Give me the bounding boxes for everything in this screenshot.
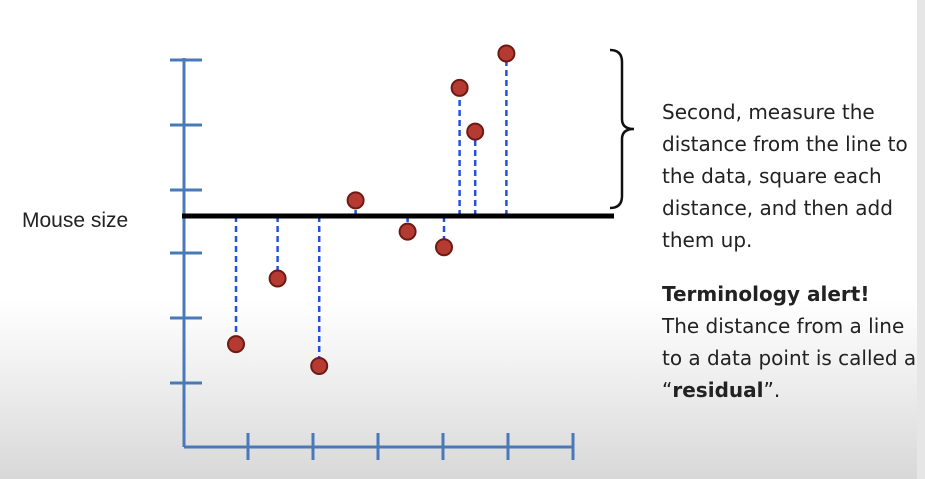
- residual-term: residual: [672, 378, 764, 402]
- data-points: [227, 44, 516, 375]
- residual-definition-end: ”.: [763, 378, 781, 402]
- data-point: [346, 191, 365, 210]
- y-axis-label: Mouse size: [22, 209, 129, 232]
- data-point: [450, 78, 469, 97]
- residual-definition-start: The distance from a line to a data point…: [662, 314, 917, 402]
- data-point: [466, 122, 485, 141]
- data-point: [435, 238, 453, 257]
- residual-brace: [609, 48, 635, 210]
- terminology-alert-text: The distance from a line to a data point…: [662, 310, 917, 406]
- axes: [170, 58, 575, 460]
- data-point: [268, 269, 287, 288]
- residual-lines: [234, 53, 508, 366]
- data-point: [227, 335, 245, 354]
- data-point: [398, 222, 417, 241]
- explanation-text: Second, measure the distance from the li…: [662, 96, 917, 406]
- window-edge: [917, 0, 925, 479]
- data-point: [497, 44, 516, 63]
- data-point: [310, 357, 329, 375]
- instruction-text: Second, measure the distance from the li…: [662, 100, 908, 252]
- terminology-alert-title: Terminology alert!: [662, 282, 870, 306]
